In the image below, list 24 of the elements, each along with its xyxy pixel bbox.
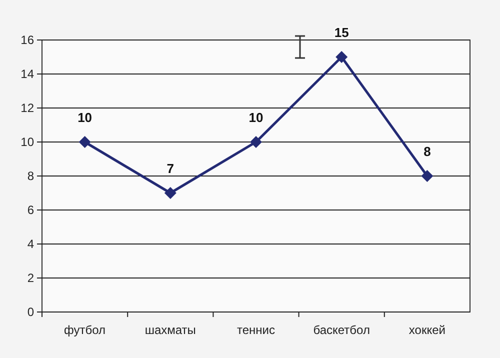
x-tick-label: шахматы <box>144 323 196 337</box>
point <box>336 51 348 63</box>
y-tick-label: 10 <box>20 135 34 150</box>
x-tick-label: теннис <box>237 323 275 337</box>
data-label: 7 <box>166 161 174 176</box>
data-label: 15 <box>334 25 349 40</box>
data-label: 10 <box>78 110 92 125</box>
point <box>421 170 434 182</box>
y-tick-label: 6 <box>27 203 34 218</box>
y-tick-label: 4 <box>27 237 34 252</box>
x-tick-label: футбол <box>64 323 106 337</box>
y-tick-label: 0 <box>27 305 34 320</box>
point <box>250 136 262 148</box>
x-tick-label: хоккей <box>408 323 446 337</box>
y-tick-label: 8 <box>27 169 34 184</box>
point <box>164 187 176 199</box>
data-label: 10 <box>248 110 264 125</box>
data-label: 8 <box>424 144 431 159</box>
y-tick-label: 16 <box>20 33 34 48</box>
point <box>78 136 91 148</box>
y-tick-label: 2 <box>27 271 34 286</box>
y-tick-label: 12 <box>20 101 34 116</box>
y-tick-label: 14 <box>20 67 34 82</box>
x-tick-label: баскетбол <box>313 323 370 337</box>
